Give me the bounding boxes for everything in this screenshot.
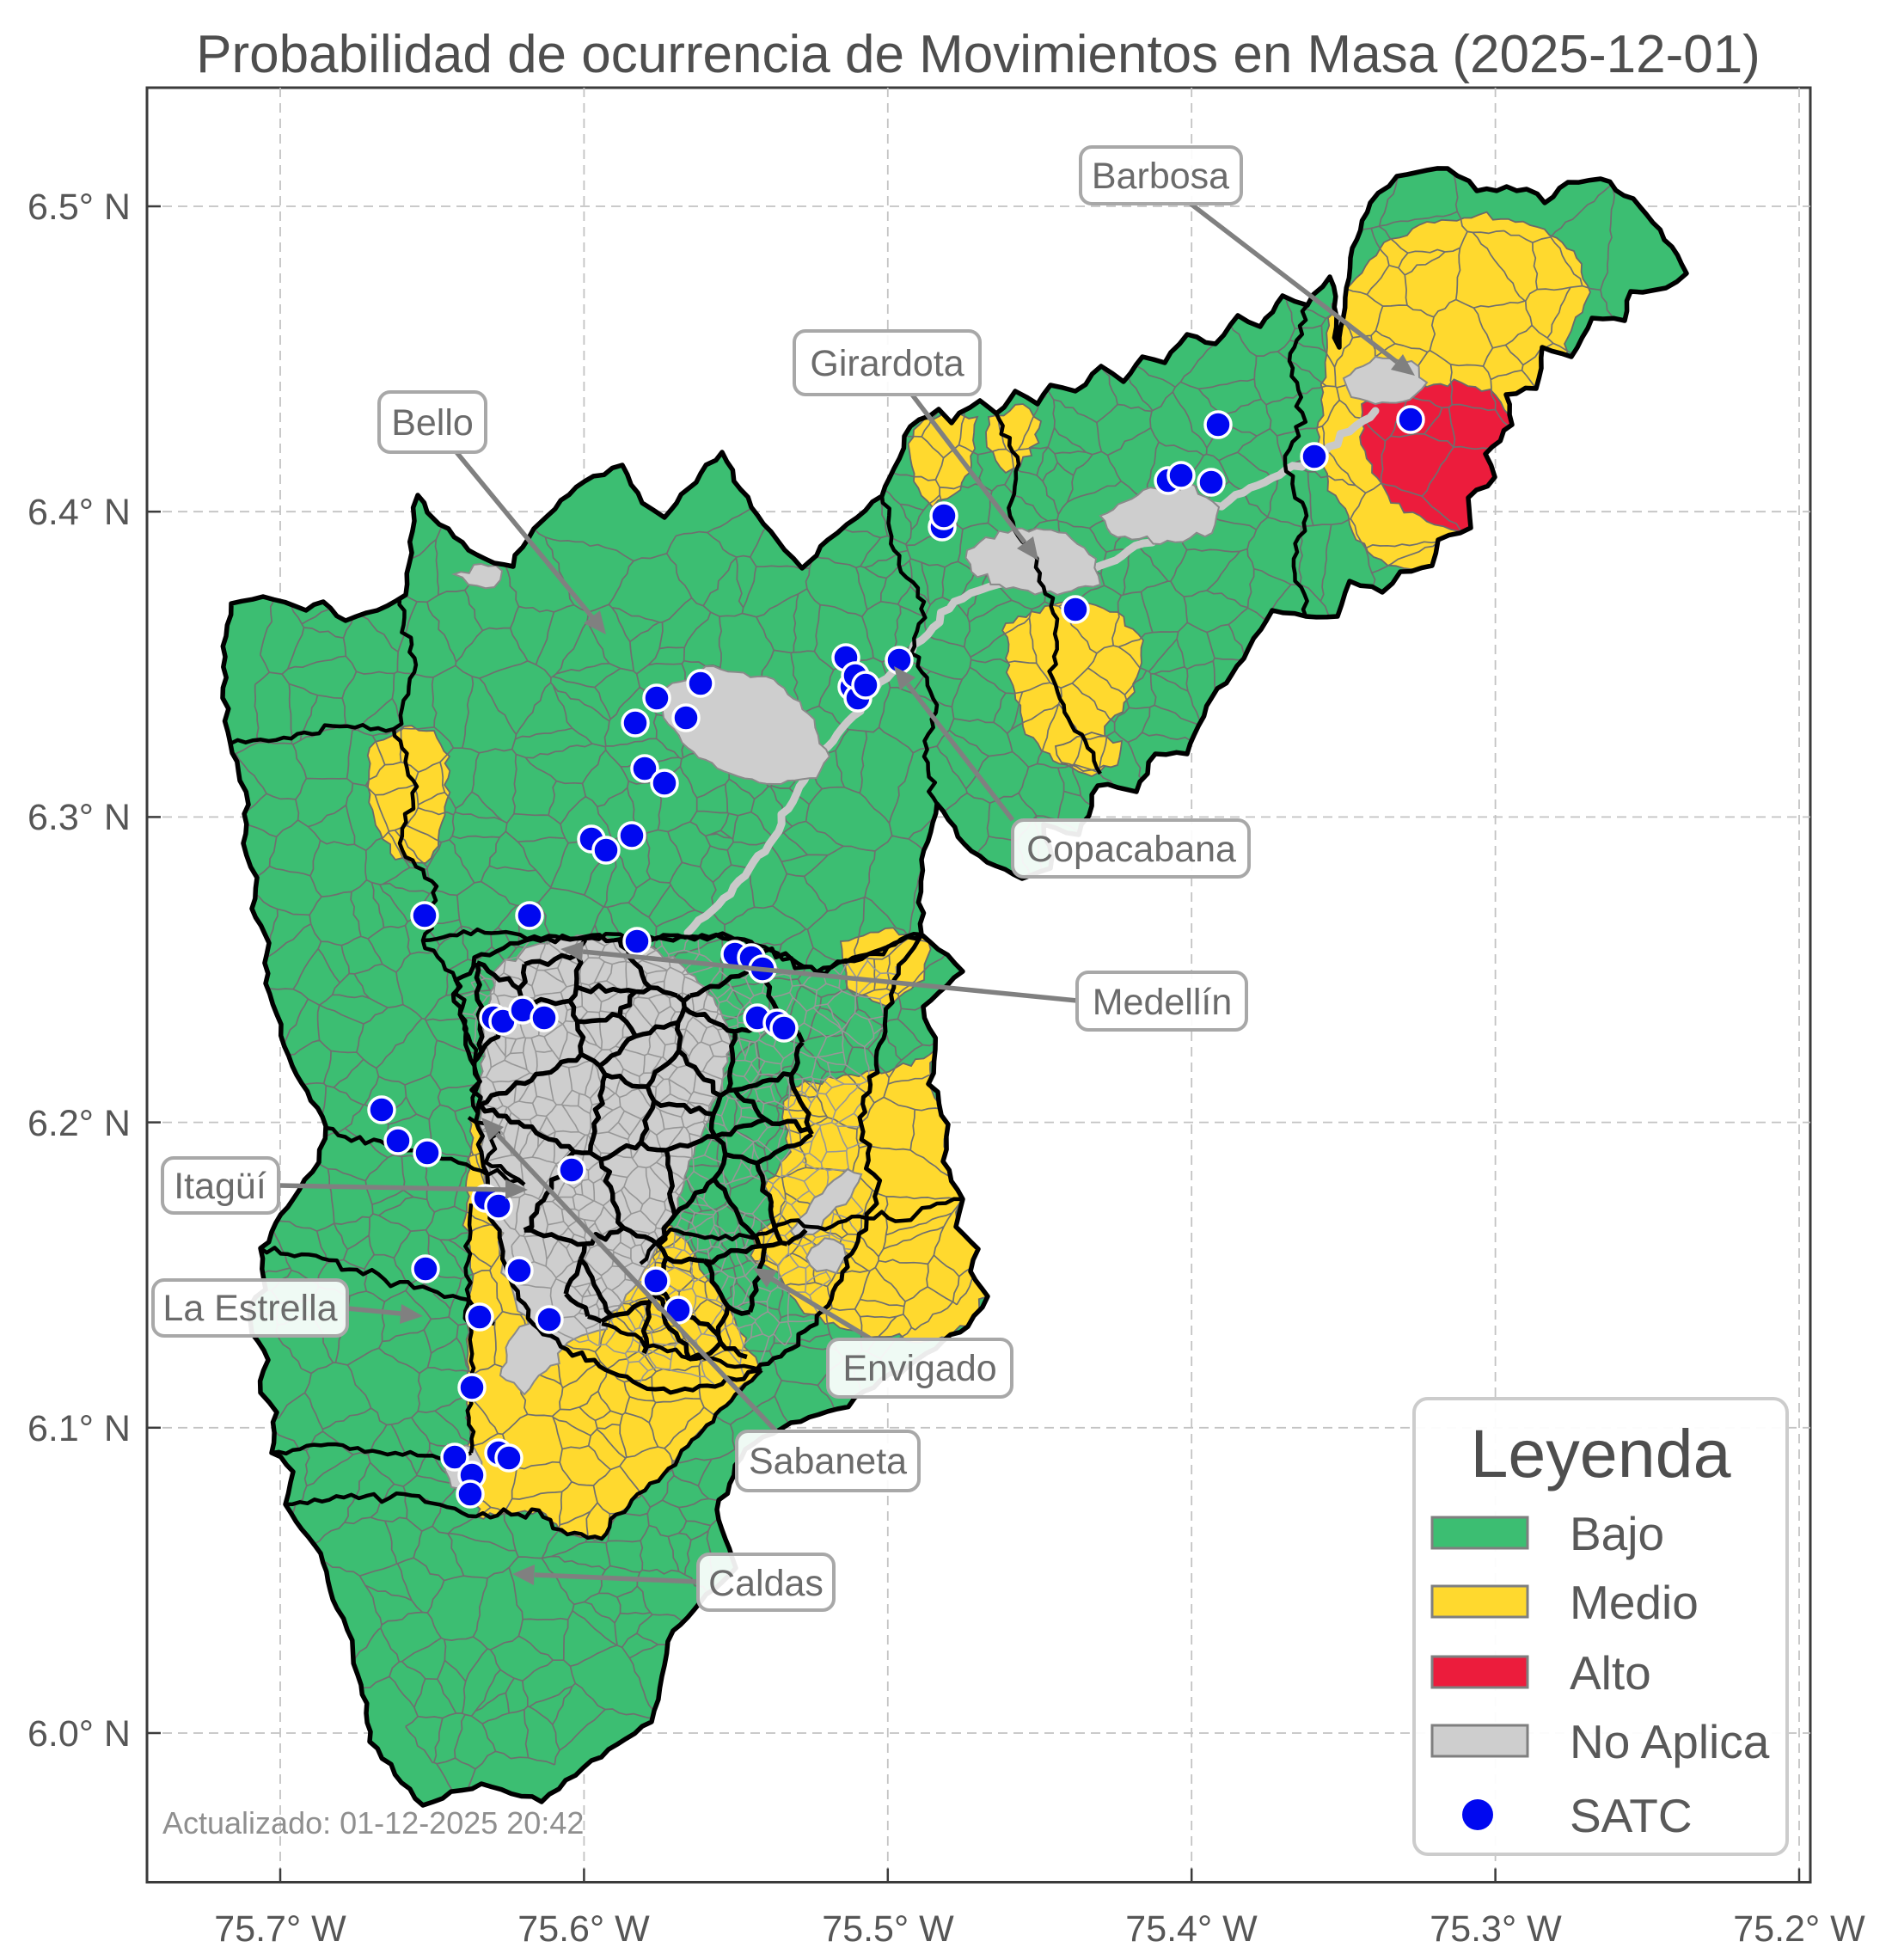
svg-text:75.5° W: 75.5° W xyxy=(822,1908,954,1950)
svg-text:Probabilidad de ocurrencia de: Probabilidad de ocurrencia de Movimiento… xyxy=(196,25,1760,84)
svg-text:6.4° N: 6.4° N xyxy=(28,492,131,533)
svg-text:Itagüí: Itagüí xyxy=(174,1166,266,1207)
svg-text:6.3° N: 6.3° N xyxy=(28,797,131,838)
svg-text:6.2° N: 6.2° N xyxy=(28,1103,131,1144)
svg-text:Caldas: Caldas xyxy=(708,1563,824,1604)
svg-text:6.1° N: 6.1° N xyxy=(28,1408,131,1449)
svg-text:Actualizado: 01-12-2025 20:42: Actualizado: 01-12-2025 20:42 xyxy=(162,1805,584,1841)
svg-text:Bello: Bello xyxy=(391,402,474,444)
svg-text:Leyenda: Leyenda xyxy=(1470,1415,1730,1491)
svg-text:75.7° W: 75.7° W xyxy=(214,1908,346,1950)
svg-text:Bajo: Bajo xyxy=(1570,1507,1664,1560)
svg-text:6.0° N: 6.0° N xyxy=(28,1713,131,1755)
svg-text:Barbosa: Barbosa xyxy=(1092,156,1229,197)
svg-text:6.5° N: 6.5° N xyxy=(28,187,131,228)
svg-text:Sabaneta: Sabaneta xyxy=(749,1441,907,1482)
svg-text:Alto: Alto xyxy=(1570,1646,1651,1700)
svg-text:Girardota: Girardota xyxy=(810,343,964,384)
svg-text:La Estrella: La Estrella xyxy=(162,1288,337,1329)
svg-text:75.6° W: 75.6° W xyxy=(517,1908,650,1950)
svg-text:Envigado: Envigado xyxy=(842,1348,996,1389)
svg-text:SATC: SATC xyxy=(1570,1789,1693,1842)
svg-text:75.2° W: 75.2° W xyxy=(1733,1908,1865,1950)
svg-text:75.4° W: 75.4° W xyxy=(1125,1908,1258,1950)
svg-text:Medio: Medio xyxy=(1570,1576,1699,1629)
svg-text:75.3° W: 75.3° W xyxy=(1430,1908,1562,1950)
svg-text:Copacabana: Copacabana xyxy=(1026,829,1236,870)
svg-text:Medellín: Medellín xyxy=(1093,982,1233,1023)
svg-text:No Aplica: No Aplica xyxy=(1570,1715,1770,1768)
